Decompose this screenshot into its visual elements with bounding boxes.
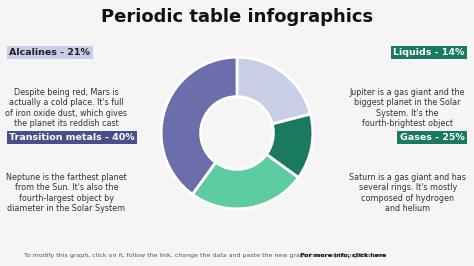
Wedge shape [161, 57, 237, 194]
Text: Transition metals - 40%: Transition metals - 40% [9, 133, 135, 142]
Wedge shape [237, 57, 310, 124]
Text: Neptune is the farthest planet
from the Sun. It's also the
fourth-largest object: Neptune is the farthest planet from the … [6, 173, 127, 213]
Wedge shape [192, 154, 298, 209]
Text: For more info, click here: For more info, click here [24, 253, 386, 258]
Text: Liquids - 14%: Liquids - 14% [393, 48, 465, 57]
Text: Alcalines - 21%: Alcalines - 21% [9, 48, 91, 57]
Wedge shape [266, 114, 313, 178]
Text: To modify this graph, click on it, follow the link, change the data and paste th: To modify this graph, click on it, follo… [24, 253, 388, 258]
Text: Periodic table infographics: Periodic table infographics [101, 8, 373, 26]
Text: Saturn is a gas giant and has
several rings. It's mostly
composed of hydrogen
an: Saturn is a gas giant and has several ri… [349, 173, 466, 213]
Text: Jupiter is a gas giant and the
biggest planet in the Solar
System. It's the
four: Jupiter is a gas giant and the biggest p… [350, 88, 465, 128]
Text: Despite being red, Mars is
actually a cold place. It's full
of iron oxide dust, : Despite being red, Mars is actually a co… [5, 88, 128, 128]
Text: Gases - 25%: Gases - 25% [400, 133, 465, 142]
